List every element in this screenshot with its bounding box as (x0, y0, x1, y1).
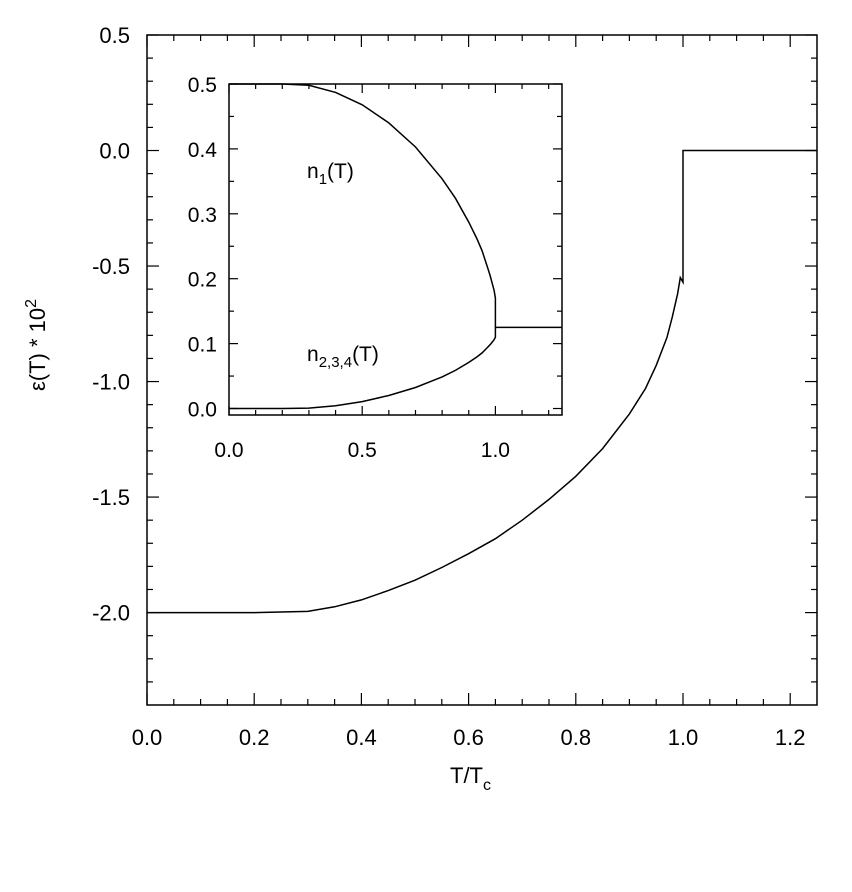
inset-annotation-n1-tail: (T) (327, 160, 354, 183)
main-y-tick-label: 0.0 (99, 139, 130, 164)
inset-plot-frame (228, 83, 563, 416)
inset-x-tick-label: 1.0 (481, 439, 510, 462)
inset-y-tick-label: 0.4 (188, 139, 218, 162)
inset-annotation-n234-sub: 2,3,4 (319, 354, 352, 371)
y-axis-title: ε(T) * 102 (23, 299, 50, 391)
inset-series-line-1 (229, 83, 562, 329)
main-x-tick-label: 0.8 (561, 725, 592, 750)
main-y-tick-label: 0.5 (99, 23, 130, 48)
main-plot-frame (146, 34, 818, 706)
inset-background (229, 84, 562, 415)
inset-annotation-n1-sub: 1 (319, 171, 327, 188)
inset-annotation-n1-base: n (307, 160, 319, 183)
inset-annotation-n234-base: n (307, 343, 319, 366)
x-axis-title-main: T/T (450, 763, 483, 788)
main-x-tick-label: 0.0 (132, 725, 163, 750)
y-axis-title-sup: 2 (23, 299, 40, 308)
main-y-tick-label: -1.0 (92, 370, 130, 395)
inset-annotation-n1: n1(T) (307, 160, 354, 188)
main-y-tick-label: -1.5 (92, 485, 130, 510)
inset-annotation-n234-tail: (T) (352, 343, 379, 366)
inset-x-tick-label: 0.5 (348, 439, 377, 462)
main-ticks (146, 34, 817, 705)
inset-y-tick-label: 0.0 (188, 399, 217, 422)
inset-tick-labels: 0.0 0.5 1.0 0.0 0.1 0.2 0.3 0.4 0.5 (188, 74, 510, 462)
x-axis-title-sub: c (483, 777, 491, 794)
inset-y-tick-label: 0.5 (188, 74, 217, 97)
main-tick-labels: 0.0 0.2 0.4 0.6 0.8 1.0 1.2 0.5 0.0 -0.5 -1.0 -1.5 -… (92, 23, 805, 750)
main-x-tick-label: 1.0 (668, 725, 699, 750)
main-x-tick-label: 0.6 (453, 725, 484, 750)
inset-series-line-2 (229, 327, 497, 410)
main-curves (147, 149, 817, 614)
inset-y-tick-label: 0.3 (188, 204, 217, 227)
inset-annotation-n234: n2,3,4(T) (307, 343, 379, 371)
inset-x-tick-label: 0.0 (214, 439, 243, 462)
main-y-tick-label: -2.0 (92, 601, 130, 626)
main-y-tick-label: -0.5 (92, 254, 130, 279)
main-x-tick-label: 1.2 (775, 725, 806, 750)
inset-y-tick-label: 0.1 (188, 334, 217, 357)
x-axis-title: T/Tc (450, 763, 491, 794)
main-x-tick-label: 0.2 (239, 725, 270, 750)
inset-y-tick-label: 0.2 (188, 269, 217, 292)
main-x-tick-label: 0.4 (346, 725, 377, 750)
inset-curves (229, 83, 562, 410)
y-axis-title-main: ε(T) * 10 (25, 308, 50, 391)
main-series-line (147, 149, 817, 614)
